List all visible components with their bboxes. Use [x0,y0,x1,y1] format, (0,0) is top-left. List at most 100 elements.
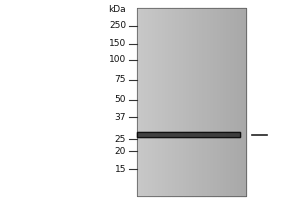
Bar [151,8,152,196]
Bar [176,8,177,196]
Bar [164,8,165,196]
Bar [209,8,210,196]
Bar [212,8,213,196]
Bar [153,8,154,196]
Bar [218,8,219,196]
Bar [144,8,145,196]
Bar [242,8,243,196]
Bar [221,8,222,196]
Bar [245,8,246,196]
Bar [143,8,144,196]
Bar [145,8,146,196]
Bar [177,8,178,196]
Bar [243,8,244,196]
Bar [150,8,151,196]
Bar [234,8,235,196]
Bar [186,8,187,196]
Bar [203,8,204,196]
Bar [170,8,172,196]
Bar [148,8,150,196]
Bar [199,8,200,196]
Bar [166,8,167,196]
Text: 37: 37 [115,112,126,121]
Bar [239,8,241,196]
Bar [178,8,179,196]
Bar [202,8,203,196]
Bar [210,8,211,196]
Bar [208,8,209,196]
Bar [236,8,237,196]
Bar [146,8,148,196]
Bar [139,8,140,196]
Bar [160,8,162,196]
Bar [215,8,216,196]
Bar [185,8,186,196]
Bar [219,8,220,196]
Bar [233,8,234,196]
Text: 15: 15 [115,164,126,173]
Bar [244,8,245,196]
Bar [180,8,181,196]
Bar [227,8,229,196]
Bar [241,8,242,196]
Bar [152,8,153,196]
Bar [231,8,232,196]
Bar [198,8,199,196]
Text: 20: 20 [115,146,126,156]
Bar [168,8,169,196]
Bar [237,8,238,196]
Bar [158,8,160,196]
Bar [182,8,184,196]
Bar [157,8,158,196]
Bar [162,8,163,196]
Bar [141,8,142,196]
Bar [230,8,231,196]
Bar [211,8,212,196]
Bar [167,8,168,196]
Bar [194,8,196,196]
Text: 250: 250 [109,21,126,30]
Bar [220,8,221,196]
Bar [136,8,138,196]
Bar [226,8,227,196]
Bar [165,8,166,196]
Bar [222,8,223,196]
Text: kDa: kDa [108,4,126,14]
Text: 25: 25 [115,134,126,144]
Bar [214,8,215,196]
Bar [197,8,198,196]
Text: 100: 100 [109,55,126,64]
Bar [163,8,164,196]
Bar [138,8,139,196]
Bar [140,8,141,196]
Bar [224,8,225,196]
Bar [232,8,233,196]
Bar [204,8,206,196]
Bar [169,8,170,196]
Bar [174,8,175,196]
Bar [207,8,208,196]
Bar [156,8,157,196]
Text: 75: 75 [115,75,126,84]
Bar [189,8,190,196]
Bar [216,8,217,196]
Bar [172,8,174,196]
Bar [225,8,226,196]
Bar [206,8,207,196]
Bar [223,8,224,196]
Bar [175,8,176,196]
Bar [229,8,230,196]
Bar [235,8,236,196]
Bar [179,8,180,196]
Bar [196,8,197,196]
Bar [187,8,188,196]
Bar [201,8,202,196]
Bar [192,8,194,196]
Bar [191,8,192,196]
Text: 50: 50 [115,96,126,104]
Text: 150: 150 [109,40,126,48]
Bar [184,8,185,196]
Bar [213,8,214,196]
Bar [238,8,239,196]
Bar [155,8,156,196]
